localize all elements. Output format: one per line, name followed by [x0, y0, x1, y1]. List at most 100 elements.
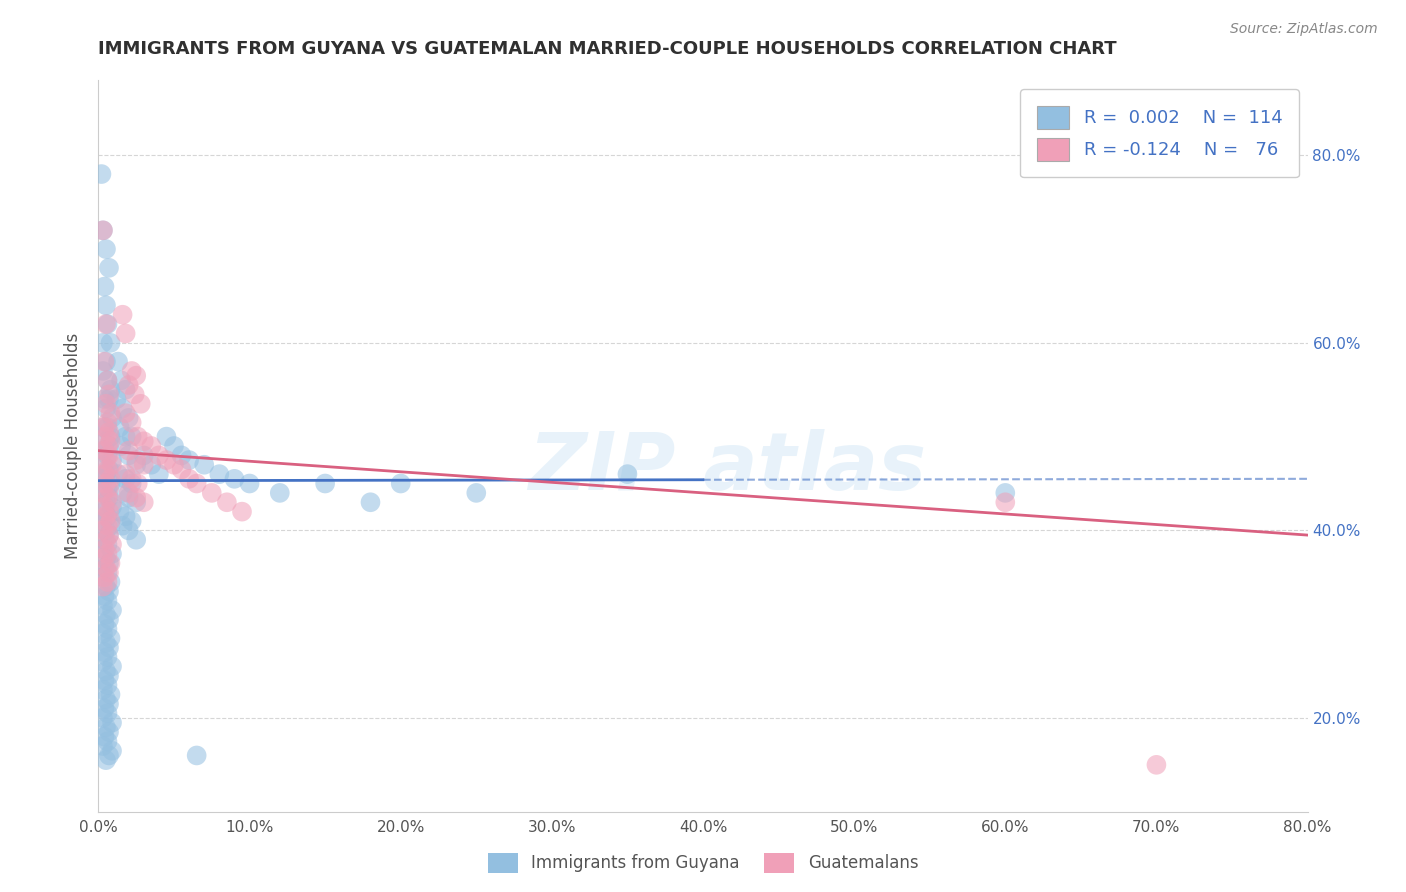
- Point: [110, 439, 132, 453]
- Point: [96, 518, 118, 533]
- Point: [96, 420, 118, 434]
- Point: [96, 566, 118, 580]
- Point: [105, 392, 128, 406]
- Point: [127, 429, 149, 443]
- Point: [186, 476, 208, 491]
- Point: [101, 744, 124, 758]
- Point: [91, 551, 114, 566]
- Point: [121, 514, 143, 528]
- Point: [193, 458, 215, 472]
- Point: [121, 472, 143, 486]
- Point: [96, 373, 118, 387]
- Point: [96, 449, 118, 463]
- Point: [93, 467, 115, 482]
- Point: [121, 476, 143, 491]
- Point: [121, 416, 143, 430]
- Point: [96, 547, 118, 561]
- Point: [101, 410, 124, 425]
- Point: [224, 472, 246, 486]
- Point: [91, 542, 114, 557]
- Point: [93, 542, 115, 557]
- Point: [314, 476, 336, 491]
- Point: [141, 439, 163, 453]
- Point: [121, 364, 143, 378]
- Point: [100, 383, 122, 397]
- Point: [93, 505, 115, 519]
- Point: [98, 725, 121, 739]
- Point: [155, 453, 177, 467]
- Point: [94, 720, 117, 734]
- Point: [100, 406, 122, 420]
- Point: [91, 570, 114, 584]
- Point: [90, 167, 112, 181]
- Point: [98, 481, 121, 495]
- Point: [91, 580, 114, 594]
- Point: [94, 354, 117, 368]
- Point: [110, 373, 132, 387]
- Point: [170, 462, 193, 476]
- Point: [186, 748, 208, 763]
- Point: [98, 425, 121, 439]
- Point: [94, 429, 117, 443]
- Point: [101, 715, 124, 730]
- Point: [94, 580, 117, 594]
- Point: [118, 524, 141, 538]
- Point: [114, 472, 136, 486]
- Point: [125, 458, 148, 472]
- Point: [94, 317, 117, 331]
- Point: [94, 753, 117, 767]
- Point: [94, 453, 117, 467]
- Point: [98, 566, 121, 580]
- Point: [96, 734, 118, 748]
- Point: [98, 528, 121, 542]
- Point: [994, 495, 1017, 509]
- Point: [100, 688, 122, 702]
- Point: [91, 420, 114, 434]
- Point: [132, 458, 155, 472]
- Legend: R =  0.002    N =  114, R = -0.124    N =   76: R = 0.002 N = 114, R = -0.124 N = 76: [1021, 89, 1299, 178]
- Point: [118, 443, 141, 458]
- Point: [93, 730, 115, 744]
- Point: [94, 242, 117, 256]
- Point: [118, 486, 141, 500]
- Point: [101, 453, 124, 467]
- Point: [465, 486, 488, 500]
- Point: [163, 458, 186, 472]
- Point: [93, 354, 115, 368]
- Point: [108, 505, 131, 519]
- Point: [93, 589, 115, 603]
- Point: [179, 472, 201, 486]
- Point: [107, 354, 129, 368]
- Point: [93, 443, 115, 458]
- Point: [98, 640, 121, 655]
- Point: [91, 739, 114, 753]
- Point: [98, 748, 121, 763]
- Point: [114, 429, 136, 443]
- Point: [101, 547, 124, 561]
- Point: [94, 434, 117, 449]
- Point: [616, 467, 638, 482]
- Point: [96, 317, 118, 331]
- Point: [96, 537, 118, 551]
- Point: [98, 449, 121, 463]
- Point: [91, 458, 114, 472]
- Point: [114, 326, 136, 341]
- Point: [98, 392, 121, 406]
- Point: [125, 491, 148, 505]
- Point: [96, 509, 118, 524]
- Point: [100, 632, 122, 646]
- Point: [208, 467, 231, 482]
- Point: [94, 467, 117, 482]
- Point: [129, 397, 152, 411]
- Point: [91, 223, 114, 237]
- Point: [98, 387, 121, 401]
- Point: [93, 472, 115, 486]
- Point: [114, 406, 136, 420]
- Point: [170, 449, 193, 463]
- Point: [98, 528, 121, 542]
- Point: [125, 533, 148, 547]
- Point: [96, 593, 118, 607]
- Point: [93, 570, 115, 584]
- Point: [91, 486, 114, 500]
- Point: [94, 607, 117, 622]
